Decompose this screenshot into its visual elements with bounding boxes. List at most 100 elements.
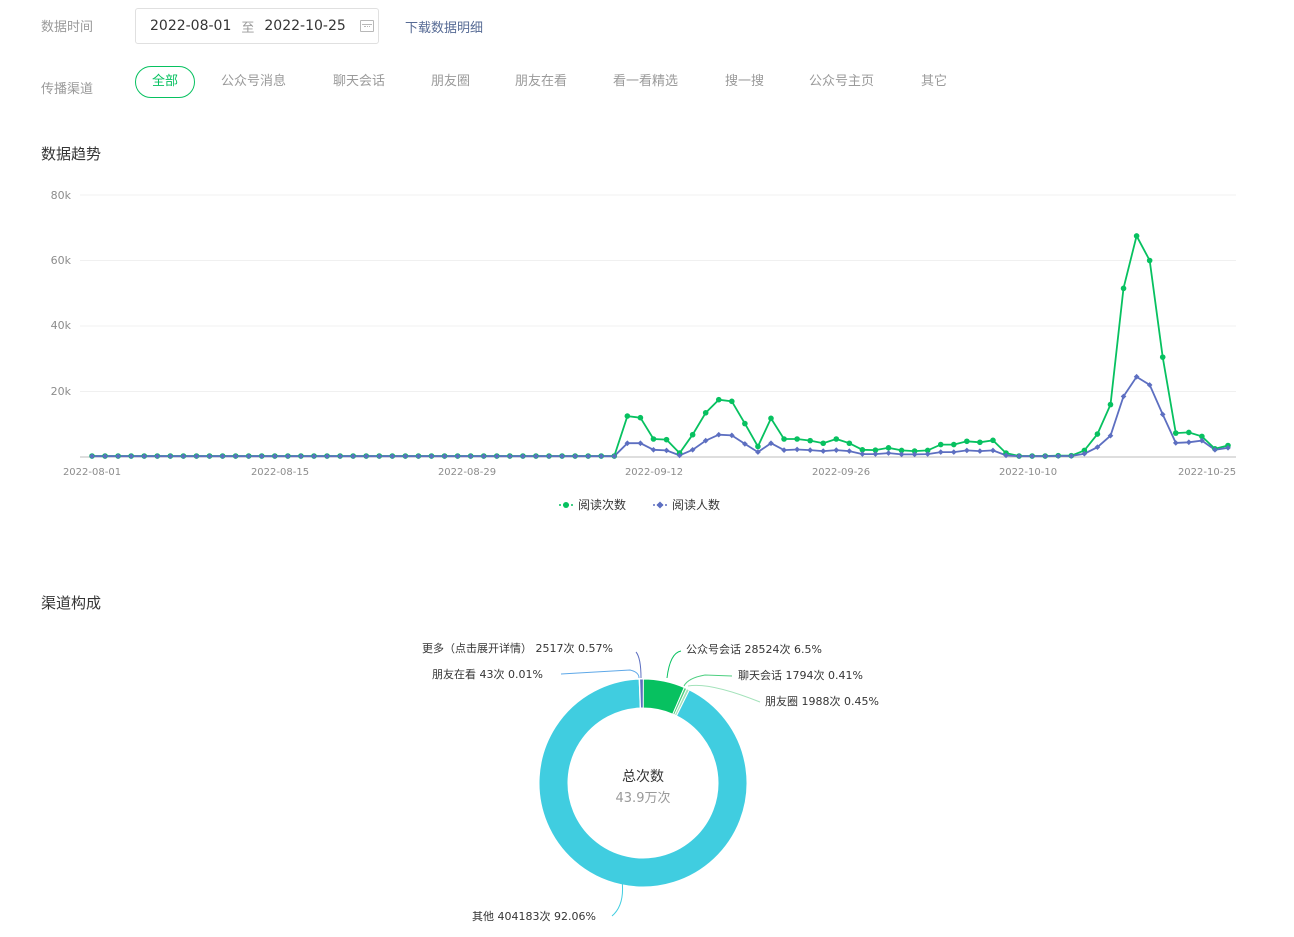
data-point-readers[interactable] [977,448,983,454]
data-point-readers[interactable] [102,453,108,460]
data-point-readers[interactable] [990,447,996,454]
data-point-reads[interactable] [898,447,905,454]
data-point-readers[interactable] [937,449,944,455]
data-point-reads[interactable] [807,437,813,444]
data-point-readers[interactable] [559,453,565,460]
data-point-reads[interactable] [702,409,709,416]
data-point-readers[interactable] [454,453,461,460]
data-point-readers[interactable] [950,449,957,455]
data-point-readers[interactable] [872,451,879,457]
data-point-readers[interactable] [833,447,840,453]
data-point-reads[interactable] [781,436,787,442]
data-point-readers[interactable] [193,453,200,460]
data-point-readers[interactable] [298,453,304,460]
data-point-readers[interactable] [598,453,605,460]
data-point-readers[interactable] [324,453,330,460]
data-point-reads[interactable] [624,413,631,419]
data-point-readers[interactable] [428,453,435,460]
tab-all[interactable]: 全部 [135,66,195,98]
data-point-readers[interactable] [1016,453,1022,460]
data-point-readers[interactable] [585,453,592,460]
data-point-readers[interactable] [520,453,526,460]
data-point-reads[interactable] [950,441,957,448]
data-point-readers[interactable] [232,453,239,460]
data-point-readers[interactable] [285,453,291,460]
data-point-readers[interactable] [507,453,513,460]
data-point-reads[interactable] [911,448,918,454]
data-point-reads[interactable] [742,420,748,427]
data-point-readers[interactable] [1133,373,1140,380]
data-point-readers[interactable] [389,453,396,460]
data-point-readers[interactable] [663,447,670,454]
data-point-reads[interactable] [872,447,879,453]
data-point-readers[interactable] [859,451,866,457]
data-point-reads[interactable] [755,443,761,450]
data-point-readers[interactable] [964,447,970,454]
data-point-readers[interactable] [1225,445,1231,451]
data-point-readers[interactable] [1029,453,1035,460]
tab-top-stories[interactable]: 看一看精选 [613,74,679,89]
tab-search[interactable]: 搜一搜 [725,74,765,89]
data-point-readers[interactable] [1055,453,1062,459]
data-point-readers[interactable] [781,447,787,453]
data-point-readers[interactable] [493,453,500,460]
data-point-readers[interactable] [1185,439,1192,446]
data-point-reads[interactable] [729,398,735,405]
data-point-readers[interactable] [846,448,853,454]
data-point-readers[interactable] [128,453,135,460]
data-point-readers[interactable] [742,441,748,447]
data-point-reads[interactable] [1133,233,1140,239]
data-point-readers[interactable] [624,440,631,447]
data-point-reads[interactable] [1120,285,1127,292]
data-point-readers[interactable] [467,453,474,460]
data-point-readers[interactable] [376,453,383,460]
data-point-reads[interactable] [937,441,944,448]
data-point-reads[interactable] [1107,401,1114,408]
data-point-readers[interactable] [180,453,187,460]
data-point-readers[interactable] [755,449,761,455]
data-point-readers[interactable] [402,453,409,460]
data-point-reads[interactable] [964,438,970,445]
data-point-readers[interactable] [898,451,905,458]
data-point-reads[interactable] [833,436,840,442]
data-point-reads[interactable] [820,440,827,447]
data-point-readers[interactable] [676,452,683,459]
tab-account-home[interactable]: 公众号主页 [809,74,875,89]
data-point-readers[interactable] [363,453,370,460]
data-point-reads[interactable] [885,445,892,451]
data-point-readers[interactable] [546,453,552,460]
legend-item-readers[interactable]: 阅读人数 [653,497,720,512]
slice-other[interactable] [538,678,748,888]
data-point-readers[interactable] [1146,382,1153,388]
data-point-reads[interactable] [859,446,866,453]
data-point-reads[interactable] [1081,447,1088,454]
data-point-readers[interactable] [650,446,657,453]
data-point-readers[interactable] [1094,444,1101,451]
download-details-link[interactable]: 下载数据明细 [405,21,484,36]
legend-item-reads[interactable]: 阅读次数 [559,497,626,512]
data-point-readers[interactable] [1068,453,1075,459]
data-point-readers[interactable] [1172,440,1179,446]
data-point-reads[interactable] [1094,431,1101,437]
date-range-picker[interactable]: 2022-08-01 至 2022-10-25 [135,8,379,44]
data-point-readers[interactable] [480,453,487,460]
data-point-reads[interactable] [650,436,657,442]
data-point-reads[interactable] [768,415,774,422]
data-point-readers[interactable] [702,437,709,444]
data-point-reads[interactable] [663,436,670,443]
data-point-readers[interactable] [1107,432,1114,439]
data-point-readers[interactable] [1212,446,1218,453]
data-point-readers[interactable] [167,453,174,460]
data-point-readers[interactable] [311,453,317,460]
data-point-reads[interactable] [924,447,931,454]
data-point-readers[interactable] [924,451,931,457]
data-point-readers[interactable] [141,453,148,460]
data-point-readers[interactable] [533,453,539,460]
tab-other[interactable]: 其它 [921,74,948,89]
data-point-reads[interactable] [846,440,853,447]
data-point-reads[interactable] [637,414,644,421]
data-point-reads[interactable] [1186,429,1192,436]
data-point-readers[interactable] [219,453,226,460]
data-point-reads[interactable] [977,439,983,446]
data-point-readers[interactable] [689,446,696,453]
